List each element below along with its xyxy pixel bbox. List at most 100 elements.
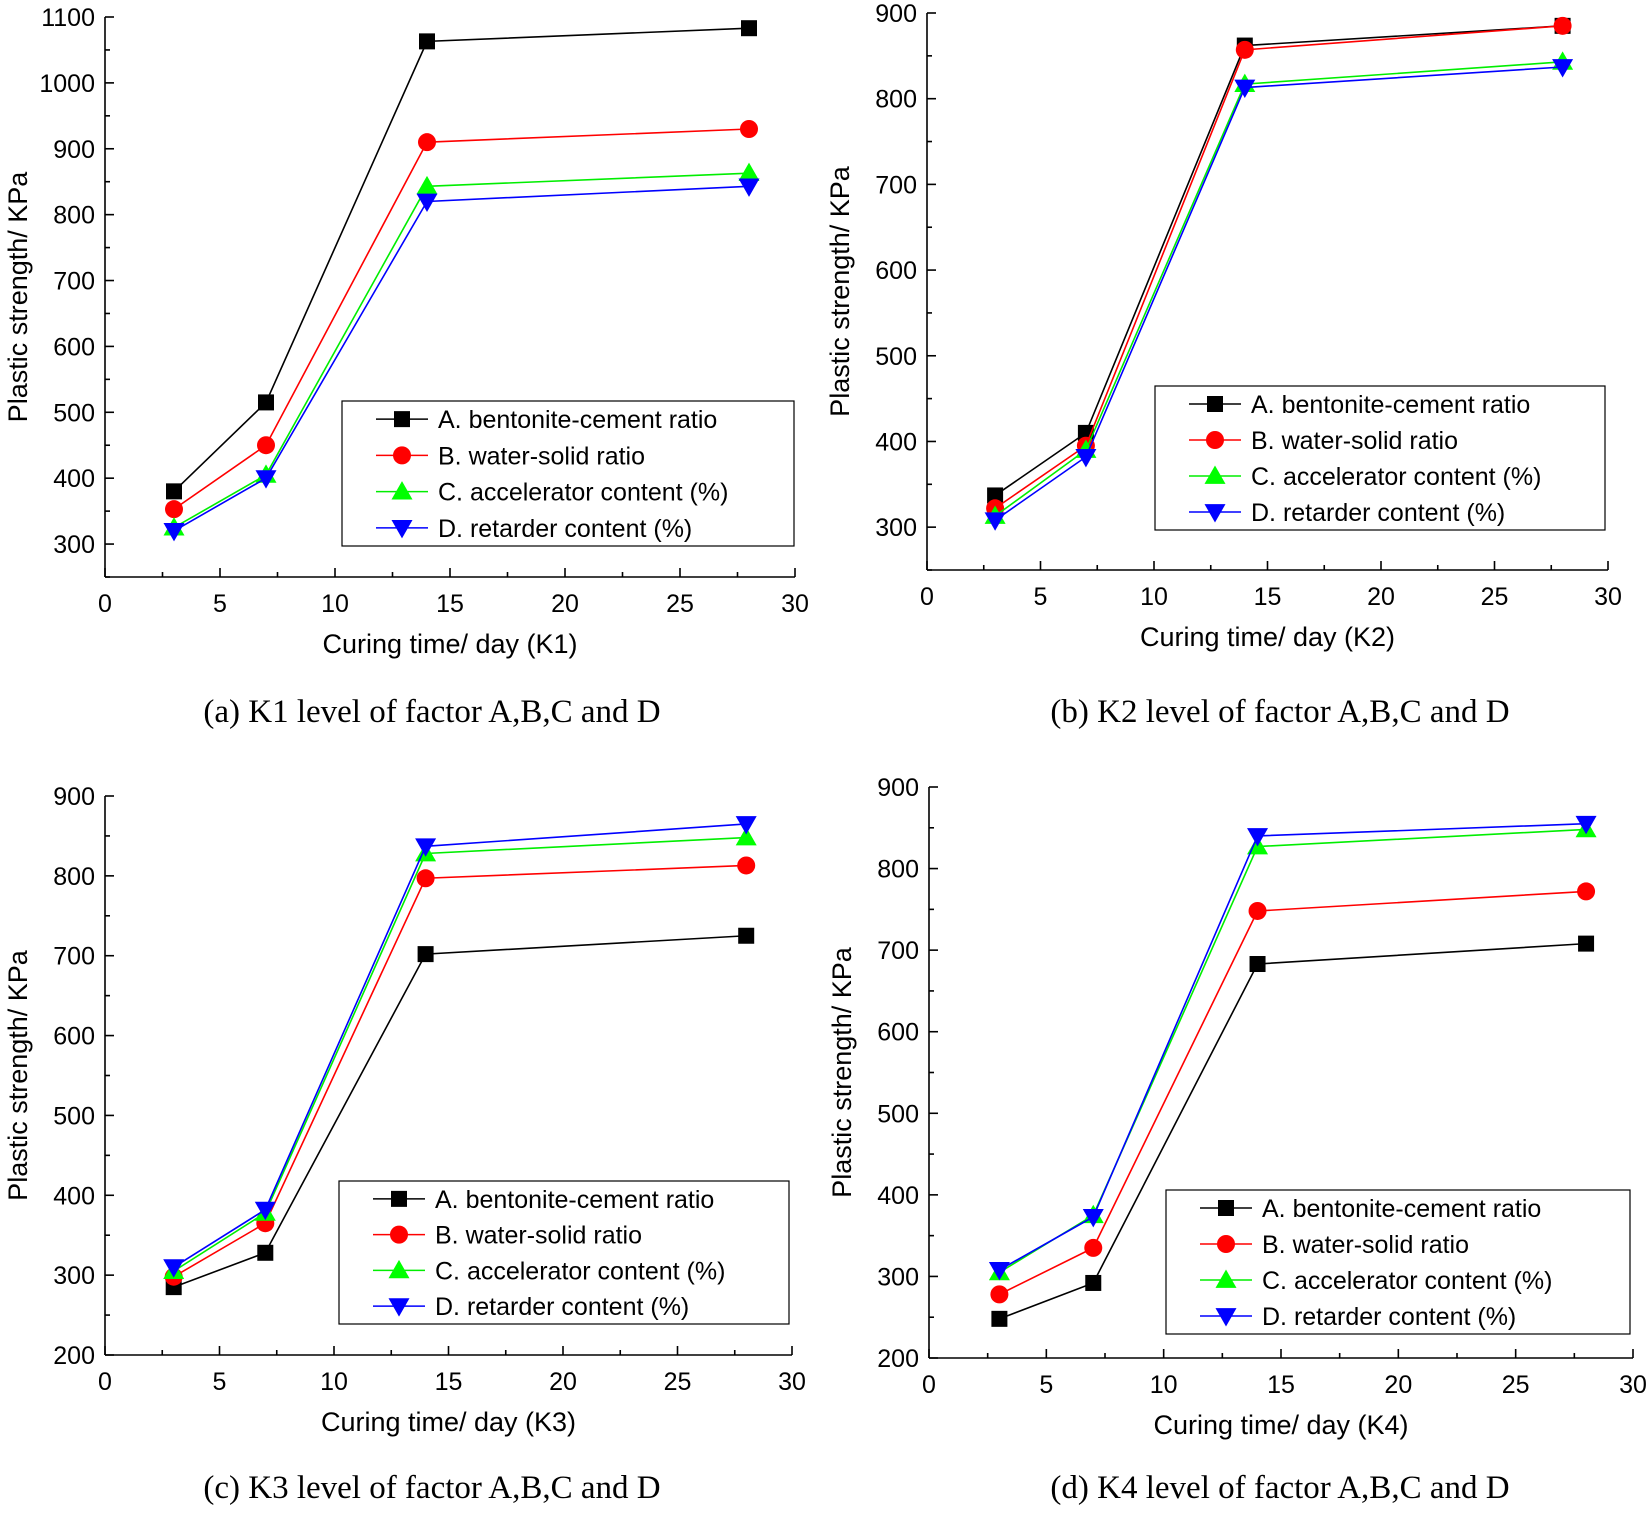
y-tick-label: 900 [53, 136, 95, 164]
x-tick-label: 25 [1481, 583, 1509, 611]
y-tick-label: 400 [53, 465, 95, 493]
legend-box [1165, 1189, 1631, 1335]
legend-item: B. water-solid ratio [373, 1222, 642, 1250]
x-tick-label: 15 [1267, 1371, 1295, 1399]
series-line [173, 185, 750, 532]
y-tick-label: 400 [877, 1182, 919, 1210]
legend-box [341, 400, 795, 547]
series-D [163, 816, 757, 1278]
y-tick-label: 700 [877, 937, 919, 965]
x-tick-label: 20 [551, 590, 579, 618]
series-D [163, 178, 760, 542]
legend-item: A. bentonite-cement ratio [1189, 391, 1530, 419]
legend-marker [391, 520, 413, 539]
legend-item: C. accelerator content (%) [373, 1257, 725, 1285]
x-tick-label: 10 [1140, 583, 1168, 611]
x-tick-label: 5 [213, 590, 227, 618]
y-tick-label: 800 [53, 863, 95, 891]
legend-item: B. water-solid ratio [1189, 427, 1458, 455]
y-tick-label: 800 [53, 202, 95, 230]
data-point [416, 175, 438, 195]
series-B [165, 120, 758, 519]
x-tick-label: 25 [666, 590, 694, 618]
series-line [999, 890, 1587, 1296]
legend-marker [394, 411, 410, 428]
legend-label: D. retarder content (%) [438, 515, 692, 543]
x-tick-label: 15 [435, 1368, 463, 1396]
series-line [173, 836, 747, 1272]
x-tick-label: 20 [549, 1368, 577, 1396]
data-point [254, 1201, 276, 1221]
chart-panel-3: 0 5 10 15 20 25 30 200 300 400 500 600 700 800 900 Curi… [3, 783, 806, 1506]
data-point [1234, 79, 1256, 99]
panel-caption: (b) K2 level of factor A,B,C and D [1050, 694, 1509, 730]
data-point [415, 838, 437, 857]
data-point [738, 178, 760, 197]
legend: A. bentonite-cement ratio B. water-solid … [1165, 1189, 1631, 1335]
legend-label: D. retarder content (%) [1251, 499, 1505, 527]
x-tick-label: 25 [1502, 1371, 1530, 1399]
x-tick-label: 10 [320, 1368, 348, 1396]
legend-item: D. retarder content (%) [376, 515, 692, 543]
data-point [1248, 901, 1267, 920]
y-tick-label: 400 [53, 1182, 95, 1210]
data-point [990, 1285, 1009, 1304]
y-tick-label: 600 [875, 257, 917, 285]
y-tick-label: 700 [53, 943, 95, 971]
legend-box [1154, 385, 1606, 531]
series-B [990, 882, 1596, 1304]
y-tick-label: 500 [877, 1100, 919, 1128]
y-tick-label: 300 [877, 1263, 919, 1291]
x-tick-label: 15 [436, 590, 464, 618]
legend-marker [1204, 465, 1226, 484]
data-point [735, 827, 757, 846]
data-point [738, 162, 760, 182]
y-tick-label: 900 [877, 774, 919, 802]
y-axis-title: Plastic strength/ KPa [827, 946, 857, 1198]
legend-label: B. water-solid ratio [435, 1222, 642, 1250]
data-point [741, 20, 757, 37]
data-point [165, 500, 183, 519]
series-line [994, 66, 1563, 521]
series-line [173, 128, 750, 510]
x-tick-label: 30 [781, 590, 809, 618]
series-line [994, 25, 1563, 509]
legend: A. bentonite-cement ratio B. water-solid … [338, 1180, 790, 1325]
legend-label: A. bentonite-cement ratio [435, 1186, 714, 1214]
panel-caption: (d) K4 level of factor A,B,C and D [1050, 1470, 1509, 1506]
legend-item: D. retarder content (%) [1189, 499, 1505, 527]
x-tick-label: 5 [1034, 583, 1048, 611]
series-A [991, 935, 1595, 1327]
y-tick-label: 600 [877, 1019, 919, 1047]
y-tick-label: 300 [875, 514, 917, 542]
legend-marker [1218, 1200, 1234, 1216]
data-point [257, 1244, 274, 1261]
legend-item: A. bentonite-cement ratio [373, 1186, 714, 1214]
legend-marker [391, 481, 413, 500]
legend-label: B. water-solid ratio [438, 442, 645, 470]
chart-panel-2: 0 5 10 15 20 25 30 300 400 500 600 700 800 900 Curing … [825, 0, 1622, 730]
x-tick-label: 5 [1039, 1371, 1053, 1399]
y-tick-label: 400 [875, 428, 917, 456]
legend-label: B. water-solid ratio [1251, 427, 1458, 455]
data-point [418, 133, 436, 152]
y-tick-label: 800 [877, 856, 919, 884]
legend-item: D. retarder content (%) [1200, 1303, 1516, 1331]
series-line [173, 172, 750, 529]
data-point [419, 33, 435, 50]
legend-marker [1217, 1235, 1235, 1253]
data-point [255, 470, 277, 489]
y-tick-label: 500 [875, 343, 917, 371]
data-point [740, 120, 758, 138]
legend-label: B. water-solid ratio [1262, 1231, 1469, 1259]
legend-label: C. accelerator content (%) [1251, 463, 1541, 491]
data-point [166, 483, 182, 500]
legend-marker [1207, 396, 1223, 412]
x-tick-label: 20 [1384, 1371, 1412, 1399]
legend-marker [1215, 1308, 1237, 1327]
y-tick-label: 800 [875, 86, 917, 114]
y-tick-label: 1000 [39, 70, 95, 98]
series-D [984, 59, 1574, 531]
data-point [1085, 1274, 1102, 1291]
legend: A. bentonite-cement ratio B. water-solid … [341, 400, 795, 547]
